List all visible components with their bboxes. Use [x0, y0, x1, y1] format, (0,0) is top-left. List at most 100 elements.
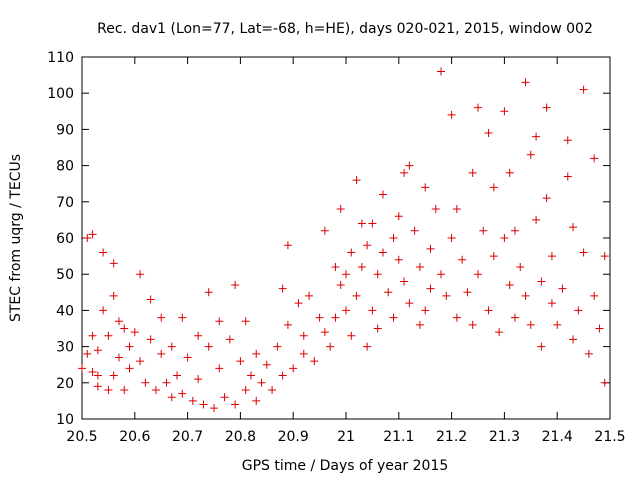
- data-point: [574, 306, 583, 315]
- data-point: [421, 183, 430, 192]
- data-point: [342, 306, 350, 315]
- data-point: [278, 284, 287, 293]
- data-point: [532, 215, 541, 224]
- data-point: [394, 212, 403, 221]
- data-point: [389, 313, 398, 322]
- data-point: [500, 107, 509, 116]
- data-point: [378, 248, 387, 257]
- data-point: [537, 277, 546, 286]
- data-point: [204, 342, 213, 351]
- data-point: [194, 375, 203, 384]
- chart-title: Rec. dav1 (Lon=77, Lat=-68, h=HE), days …: [97, 21, 593, 37]
- data-point: [305, 291, 314, 300]
- data-point: [368, 219, 377, 228]
- data-point: [532, 132, 541, 141]
- x-axis-ticks: 20.5 20.6 20.7 20.8 20.9 21 21.1 21.2 21.3 21.4 21…: [66, 57, 626, 445]
- data-point: [437, 67, 446, 76]
- data-point: [479, 226, 488, 235]
- data-point: [315, 313, 324, 322]
- data-point: [231, 281, 240, 290]
- data-point: [437, 270, 446, 279]
- data-point: [320, 226, 329, 235]
- data-point: [241, 386, 250, 395]
- data-point: [241, 317, 250, 326]
- data-point: [215, 317, 224, 326]
- data-point: [114, 353, 123, 362]
- data-point: [194, 331, 203, 340]
- y-tick-label: 60: [56, 231, 74, 247]
- data-points: [78, 67, 609, 413]
- data-point: [93, 371, 102, 380]
- data-point: [400, 168, 409, 177]
- data-point: [231, 400, 240, 409]
- x-axis-label: GPS time / Days of year 2015: [242, 458, 449, 474]
- data-point: [347, 331, 356, 340]
- data-point: [236, 357, 245, 366]
- data-point: [373, 324, 382, 333]
- data-point: [447, 110, 456, 119]
- y-tick-label: 40: [56, 303, 74, 319]
- data-point: [114, 317, 123, 326]
- data-point: [521, 78, 530, 87]
- x-tick-label: 21.3: [489, 429, 520, 445]
- data-point: [83, 349, 92, 358]
- data-point: [246, 371, 255, 380]
- data-point: [252, 349, 261, 358]
- y-tick-label: 90: [56, 122, 74, 138]
- data-point: [199, 400, 208, 409]
- data-point: [352, 176, 361, 185]
- data-point: [278, 371, 287, 380]
- data-point: [215, 364, 224, 373]
- y-tick-label: 70: [56, 195, 74, 211]
- data-point: [489, 183, 498, 192]
- data-point: [109, 291, 118, 300]
- data-point: [320, 328, 329, 337]
- y-axis-ticks: 10 20 30 40 50 60 70 80 90 100 110: [47, 50, 610, 428]
- data-point: [336, 205, 345, 214]
- data-point: [595, 324, 604, 333]
- data-point: [342, 270, 350, 279]
- data-point: [167, 393, 176, 402]
- data-point: [178, 313, 187, 322]
- data-point: [125, 342, 134, 351]
- y-tick-label: 80: [56, 159, 74, 175]
- x-tick-label: 20.5: [66, 429, 97, 445]
- data-point: [579, 248, 588, 257]
- data-point: [283, 320, 292, 329]
- data-point: [400, 277, 409, 286]
- data-point: [104, 386, 113, 395]
- data-point: [421, 306, 430, 315]
- data-point: [505, 281, 514, 290]
- data-point: [590, 154, 599, 163]
- data-point: [452, 205, 461, 214]
- data-point: [178, 389, 187, 398]
- data-point: [210, 404, 218, 413]
- data-point: [526, 150, 535, 159]
- data-point: [442, 291, 451, 300]
- data-point: [146, 295, 155, 304]
- data-point: [336, 281, 345, 290]
- data-point: [363, 342, 372, 351]
- data-point: [415, 320, 424, 329]
- data-point: [167, 342, 176, 351]
- data-point: [262, 360, 271, 369]
- data-point: [294, 299, 303, 308]
- data-point: [157, 349, 166, 358]
- data-point: [120, 324, 129, 333]
- data-point: [410, 226, 419, 235]
- data-point: [474, 103, 482, 112]
- data-point: [405, 161, 414, 170]
- data-point: [495, 328, 504, 337]
- y-tick-label: 10: [56, 412, 74, 428]
- data-point: [553, 320, 562, 329]
- plot-frame: [81, 56, 611, 420]
- data-point: [326, 342, 335, 351]
- data-point: [157, 313, 166, 322]
- x-tick-label: 21.1: [383, 429, 414, 445]
- data-point: [489, 252, 498, 261]
- data-point: [590, 291, 599, 300]
- data-point: [331, 313, 340, 322]
- data-point: [125, 364, 134, 373]
- data-point: [368, 306, 377, 315]
- y-tick-label: 100: [47, 86, 74, 102]
